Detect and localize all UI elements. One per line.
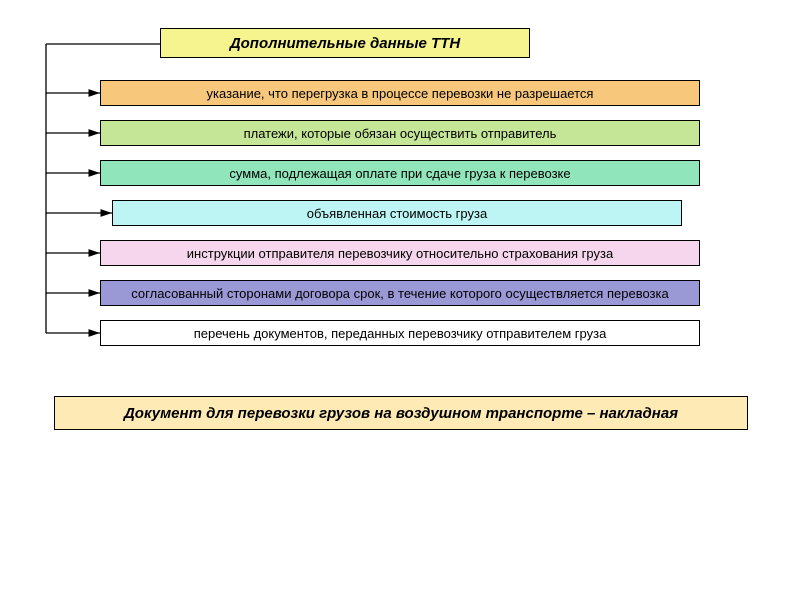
item-text-1: платежи, которые обязан осуществить отпр… <box>244 126 557 141</box>
diagram-footer-text: Документ для перевозки грузов на воздушн… <box>124 405 678 422</box>
item-text-4: инструкции отправителя перевозчику относ… <box>187 246 613 261</box>
diagram-title-text: Дополнительные данные ТТН <box>230 35 460 52</box>
item-text-0: указание, что перегрузка в процессе пере… <box>207 86 594 101</box>
diagram-canvas: Дополнительные данные ТТН указание, что … <box>0 0 800 600</box>
item-box-3: объявленная стоимость груза <box>112 200 682 226</box>
item-box-1: платежи, которые обязан осуществить отпр… <box>100 120 700 146</box>
item-box-4: инструкции отправителя перевозчику относ… <box>100 240 700 266</box>
diagram-title: Дополнительные данные ТТН <box>160 28 530 58</box>
item-box-0: указание, что перегрузка в процессе пере… <box>100 80 700 106</box>
item-text-2: сумма, подлежащая оплате при сдаче груза… <box>229 166 570 181</box>
item-box-2: сумма, подлежащая оплате при сдаче груза… <box>100 160 700 186</box>
item-text-6: перечень документов, переданных перевозч… <box>194 326 607 341</box>
item-text-3: объявленная стоимость груза <box>307 206 487 221</box>
diagram-footer: Документ для перевозки грузов на воздушн… <box>54 396 748 430</box>
item-box-6: перечень документов, переданных перевозч… <box>100 320 700 346</box>
item-text-5: согласованный сторонами договора срок, в… <box>131 286 668 301</box>
item-box-5: согласованный сторонами договора срок, в… <box>100 280 700 306</box>
